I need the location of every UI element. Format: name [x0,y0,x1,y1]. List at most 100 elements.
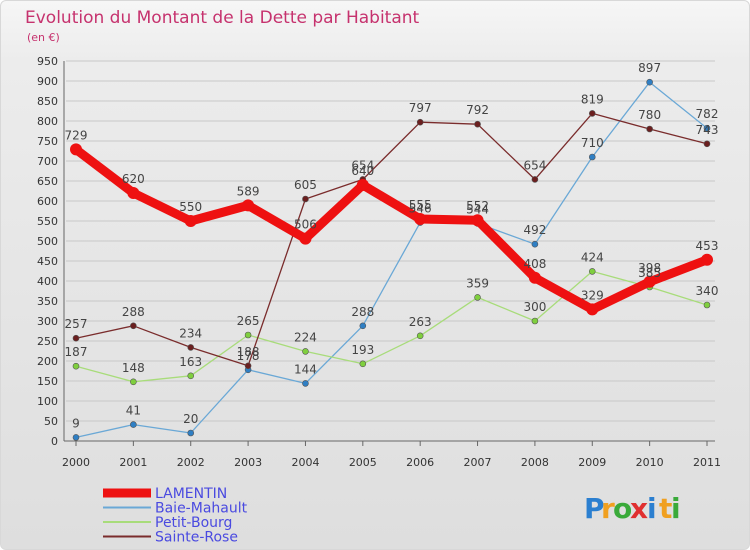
data-label: 743 [696,123,719,137]
legend-label: Sainte-Rose [155,530,238,546]
data-label: 263 [409,315,432,329]
data-label: 544 [466,202,489,216]
data-label: 792 [466,103,489,117]
y-tick-label: 0 [51,435,58,448]
data-label: 288 [122,305,145,319]
y-tick-label: 350 [37,295,58,308]
y-tick-label: 950 [37,55,58,68]
data-point [130,378,137,386]
data-label: 193 [351,343,374,357]
logo-letter: i [671,492,681,525]
data-point [643,275,656,288]
data-label: 188 [237,345,260,359]
data-labels: 9 41 20 178 144 288 546 544 492 710 897 782 187 148 16… [65,61,719,430]
data-point [70,143,82,156]
data-point [127,187,140,199]
data-point [474,120,481,128]
data-label: 546 [409,202,432,216]
logo-letter: r [601,492,615,525]
data-label: 605 [294,178,317,192]
series-line-sainte-rose [75,112,708,367]
data-point [531,240,539,248]
data-point [244,331,252,339]
data-point [130,322,137,330]
series-line-lamentin [71,144,712,314]
chart-title: Evolution du Montant de la Dette par Hab… [25,8,420,28]
data-label: 257 [65,317,88,331]
legend: LAMENTINBaie-MahaultPetit-BourgSainte-Ro… [103,486,248,546]
data-label: 144 [294,362,317,376]
data-label: 329 [581,288,604,302]
x-tick-label: 2005 [349,456,377,469]
x-tick-label: 2004 [291,456,319,469]
data-point [359,360,367,368]
data-point [703,301,711,309]
y-tick-label: 750 [37,135,58,148]
data-point [586,303,599,316]
x-tick-label: 2010 [636,456,664,469]
y-tick-label: 400 [37,275,58,288]
data-point [302,195,309,203]
data-label: 398 [638,261,661,275]
data-label: 729 [65,128,88,142]
series-line-petit-bourg [75,270,708,383]
y-tick-label: 250 [37,335,58,348]
data-label: 265 [237,314,260,328]
data-label: 552 [466,199,489,213]
series-group [70,78,713,441]
x-axis-ticks: 2000 2001 2002 2003 2004 2005 2006 2007 2008 2009… [62,441,721,469]
data-label: 234 [179,326,202,340]
data-label: 408 [523,257,546,271]
data-point [528,271,541,284]
data-label: 359 [466,276,489,290]
logo-letter: o [613,492,632,525]
legend-label: Petit-Bourg [155,515,232,531]
chart-subtitle: (en €) [27,31,60,44]
data-label: 424 [581,250,604,264]
data-point [703,140,711,148]
data-point [299,232,312,245]
y-tick-label: 300 [37,315,58,328]
y-tick-label: 150 [37,375,58,388]
y-axis-ticks: 0 50 100 150 200 250 300 350 400 450 500 550 600 650 7… [37,55,58,448]
data-point [588,268,596,275]
y-tick-label: 850 [37,95,58,108]
data-label: 288 [351,305,374,319]
data-label: 9 [72,416,80,430]
data-label: 897 [638,61,661,75]
y-tick-label: 600 [37,195,58,208]
x-tick-label: 2002 [177,456,205,469]
data-point [72,434,80,441]
data-point [356,179,369,191]
data-point [588,153,596,161]
data-label: 620 [122,172,145,186]
data-point [646,78,653,86]
data-label: 224 [294,330,317,344]
data-label: 819 [581,92,604,106]
data-label: 780 [638,108,661,122]
data-label: 782 [696,107,719,121]
data-label: 654 [523,158,546,172]
data-point [72,334,80,342]
data-label: 797 [409,101,432,115]
data-label: 178 [237,349,260,363]
data-label: 640 [351,164,374,178]
x-tick-label: 2000 [62,456,90,469]
data-point [414,213,427,225]
data-label: 163 [179,355,202,369]
logo-letter: P [584,492,605,525]
data-label: 385 [638,266,661,280]
y-tick-label: 200 [37,355,58,368]
data-label: 710 [581,136,604,150]
data-label: 41 [126,404,141,418]
data-point [187,429,195,437]
data-point [302,380,309,387]
x-tick-label: 2003 [234,456,262,469]
data-label: 300 [523,300,546,314]
data-point [187,344,195,351]
data-point [416,332,424,340]
logo-letter: x [630,492,648,525]
series-line-baie-mahault [75,81,708,439]
